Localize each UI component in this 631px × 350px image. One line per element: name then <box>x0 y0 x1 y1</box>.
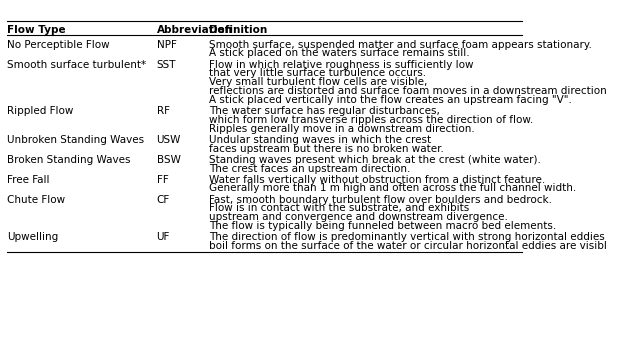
Text: Flow in which relative roughness is sufficiently low: Flow in which relative roughness is suff… <box>209 60 474 70</box>
Text: which form low transverse ripples across the direction of flow.: which form low transverse ripples across… <box>209 115 533 125</box>
Text: SST: SST <box>156 60 176 70</box>
Text: BSW: BSW <box>156 155 180 165</box>
Text: Free Fall: Free Fall <box>7 175 49 185</box>
Text: RF: RF <box>156 106 170 116</box>
Text: boil forms on the surface of the water or circular horizontal eddies are visibl: boil forms on the surface of the water o… <box>209 241 607 251</box>
Text: Flow is in contact with the substrate, and exhibits: Flow is in contact with the substrate, a… <box>209 203 469 214</box>
Text: USW: USW <box>156 135 181 145</box>
Text: upstream and convergence and downstream divergence.: upstream and convergence and downstream … <box>209 212 508 222</box>
Text: Unbroken Standing Waves: Unbroken Standing Waves <box>7 135 144 145</box>
Text: Ripples generally move in a downstream direction.: Ripples generally move in a downstream d… <box>209 124 475 134</box>
Text: Fast, smooth boundary turbulent flow over boulders and bedrock.: Fast, smooth boundary turbulent flow ove… <box>209 195 552 204</box>
Text: that very little surface turbulence occurs.: that very little surface turbulence occu… <box>209 68 427 78</box>
Text: NPF: NPF <box>156 40 177 50</box>
Text: Standing waves present which break at the crest (white water).: Standing waves present which break at th… <box>209 155 541 165</box>
Text: CF: CF <box>156 195 170 204</box>
Text: A stick placed vertically into the flow creates an upstream facing "V".: A stick placed vertically into the flow … <box>209 95 572 105</box>
Text: Water falls vertically without obstruction from a distinct feature.: Water falls vertically without obstructi… <box>209 175 545 185</box>
Text: Smooth surface turbulent*: Smooth surface turbulent* <box>7 60 146 70</box>
Text: The water surface has regular disturbances,: The water surface has regular disturbanc… <box>209 106 440 116</box>
Text: Undular standing waves in which the crest: Undular standing waves in which the cres… <box>209 135 432 145</box>
Text: A stick placed on the waters surface remains still.: A stick placed on the waters surface rem… <box>209 48 470 58</box>
Text: Rippled Flow: Rippled Flow <box>7 106 73 116</box>
Text: The flow is typically being funneled between macro bed elements.: The flow is typically being funneled bet… <box>209 221 557 231</box>
Text: faces upstream but there is no broken water.: faces upstream but there is no broken wa… <box>209 144 444 154</box>
Text: Upwelling: Upwelling <box>7 232 58 242</box>
Text: reflections are distorted and surface foam moves in a downstream direction: reflections are distorted and surface fo… <box>209 86 607 96</box>
Text: Abbreviation: Abbreviation <box>156 25 233 35</box>
Text: The crest faces an upstream direction.: The crest faces an upstream direction. <box>209 163 411 174</box>
Text: Very small turbulent flow cells are visible,: Very small turbulent flow cells are visi… <box>209 77 428 87</box>
Text: Smooth surface, suspended matter and surface foam appears stationary.: Smooth surface, suspended matter and sur… <box>209 40 592 50</box>
Text: No Perceptible Flow: No Perceptible Flow <box>7 40 109 50</box>
Text: Broken Standing Waves: Broken Standing Waves <box>7 155 130 165</box>
Text: Definition: Definition <box>209 25 268 35</box>
Text: Generally more than 1 m high and often across the full channel width.: Generally more than 1 m high and often a… <box>209 183 577 194</box>
Text: UF: UF <box>156 232 170 242</box>
Text: FF: FF <box>156 175 168 185</box>
Text: Chute Flow: Chute Flow <box>7 195 65 204</box>
Text: The direction of flow is predominantly vertical with strong horizontal eddies: The direction of flow is predominantly v… <box>209 232 605 242</box>
Text: Flow Type: Flow Type <box>7 25 65 35</box>
